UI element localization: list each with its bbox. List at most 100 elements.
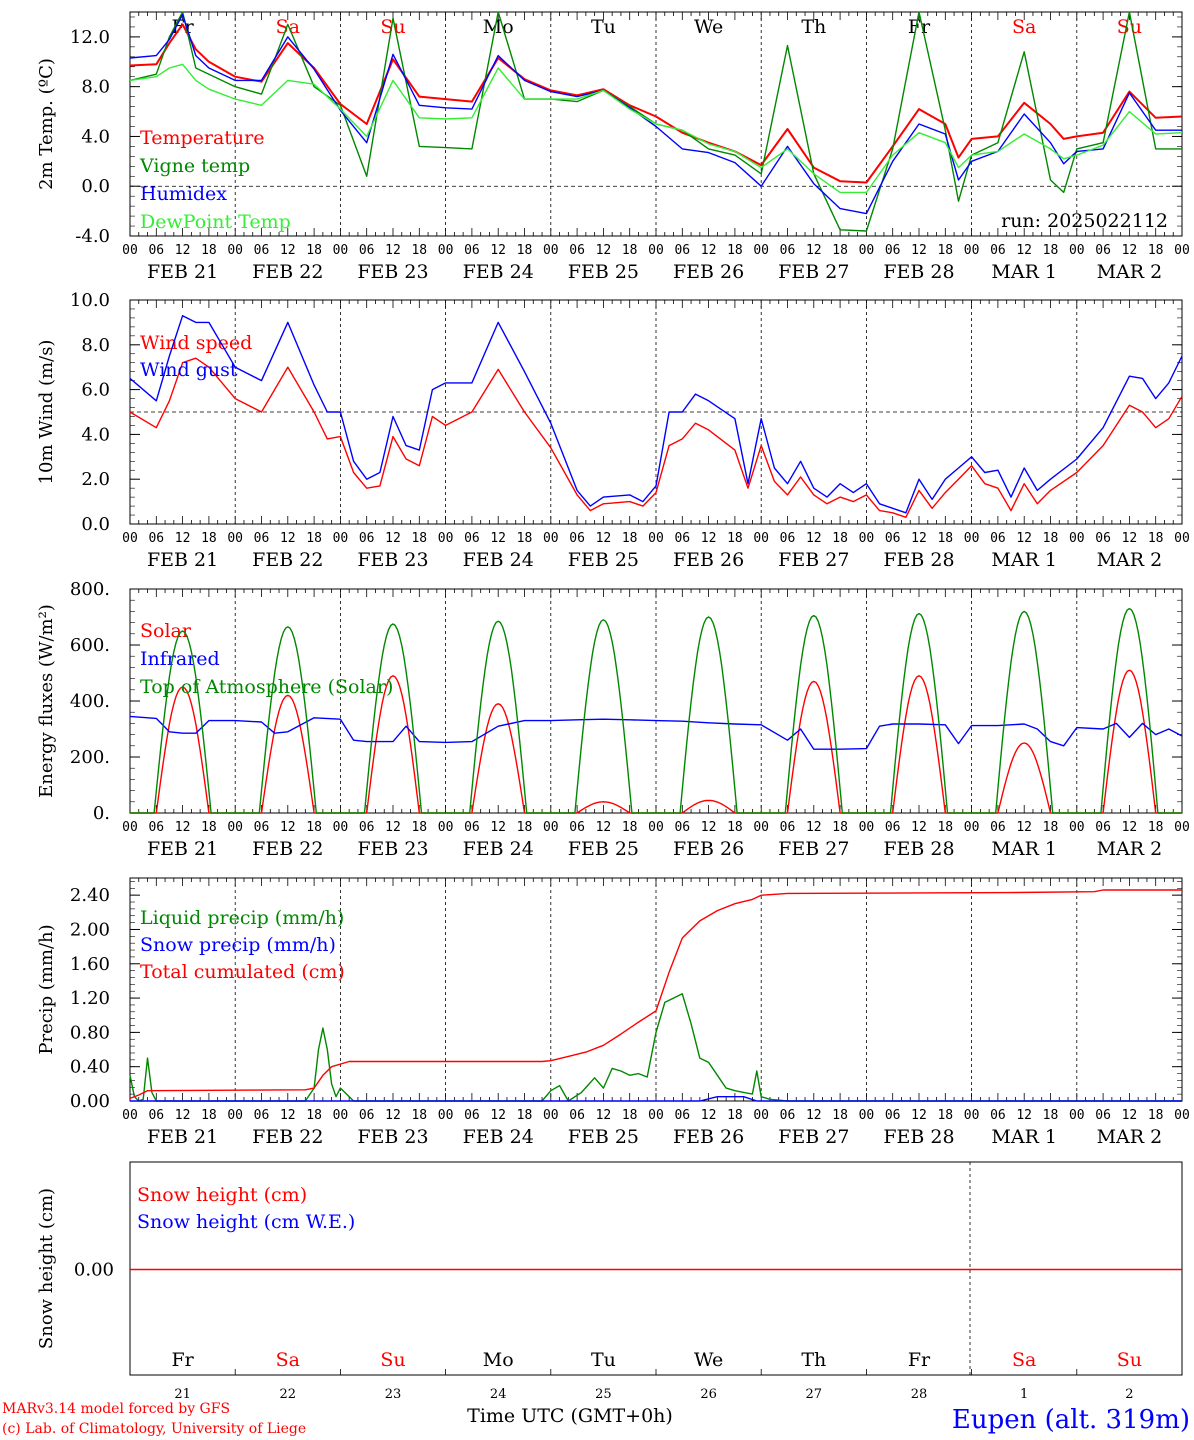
temp-hour-label: 06 [1095,243,1111,258]
energy-hour-label: 00 [964,820,980,835]
temp-hour-label: 06 [569,243,585,258]
precip-hour-label: 18 [201,1108,217,1123]
temp-date-label: FEB 25 [568,261,639,283]
panel-energy: 00 06 12 18 00 06 12 18 00 06 12 18 00 06 12 18 00 06 12 18… [36,579,1190,860]
location-label: Eupen (alt. 319m) [952,1405,1190,1435]
precip-date-label: FEB 21 [147,1126,218,1148]
x-axis-title: Time UTC (GMT+0h) [467,1405,673,1427]
energy-date-label: FEB 24 [463,838,534,860]
precip-hour-label: 00 [753,1108,769,1123]
temp-hour-label: 18 [517,243,533,258]
precip-y-tick-label: 0.80 [70,1022,110,1043]
energy-hour-label: 00 [648,820,664,835]
precip-hour-label: 06 [569,1108,585,1123]
snow-daynum-label: 26 [700,1387,717,1402]
temp-hour-label: 00 [1069,243,1085,258]
snow-daynum-label: 22 [280,1387,297,1402]
precip-hour-label: 18 [727,1108,743,1123]
precip-date-label: FEB 26 [673,1126,744,1148]
wind-legend-0: Wind speed [140,332,252,354]
temp-hour-label: 06 [885,243,901,258]
temp-hour-label: 06 [990,243,1006,258]
precip-series-liquid-precip-mm-h- [129,993,1182,1102]
snow-weekday-label: Sa [276,1349,300,1371]
temp-date-label: FEB 21 [147,261,218,283]
precip-hour-label: 00 [1069,1108,1085,1123]
energy-hour-label: 12 [385,820,401,835]
energy-date-label: FEB 28 [883,838,954,860]
wind-series-wind-speed [129,357,1183,518]
wind-hour-label: 00 [1174,531,1190,546]
wind-hour-label: 12 [596,531,612,546]
snow-daynum-label: 28 [911,1387,928,1402]
energy-hour-label: 06 [990,820,1006,835]
precip-series-snow-precip-mm-h- [130,1096,1182,1102]
temp-hour-label: 00 [333,243,349,258]
precip-hour-label: 00 [122,1108,138,1123]
temp-hour-label: 06 [674,243,690,258]
wind-hour-label: 06 [254,531,270,546]
precip-hour-label: 06 [780,1108,796,1123]
temp-hour-label: 18 [201,243,217,258]
precip-y-tick-label: 2.40 [70,885,110,906]
wind-hour-label: 18 [306,531,322,546]
lab-credit: (c) Lab. of Climatology, University of L… [2,1421,306,1437]
precip-hour-label: 18 [1043,1108,1059,1123]
precip-hour-label: 00 [1174,1108,1190,1123]
temp-weekday-label: Mo [483,16,514,38]
temp-date-label: FEB 26 [673,261,744,283]
temp-series-humidex [129,13,1182,215]
precip-hour-label: 00 [438,1108,454,1123]
precip-hour-label: 12 [280,1108,296,1123]
snow-legend-0: Snow height (cm) [137,1184,307,1206]
snow-y-tick-label: 0.00 [74,1260,114,1281]
snow-weekday-label: Th [801,1349,826,1371]
energy-hour-label: 12 [175,820,191,835]
temp-weekday-label: Su [1117,16,1142,38]
wind-hour-label: 12 [911,531,927,546]
precip-y-tick-label: 0.00 [70,1091,110,1112]
precip-hour-label: 12 [911,1108,927,1123]
wind-date-label: FEB 25 [568,549,639,571]
temp-hour-label: 18 [937,243,953,258]
precip-hour-label: 06 [254,1108,270,1123]
model-credit: MARv3.14 model forced by GFS [2,1401,230,1417]
wind-hour-label: 00 [438,531,454,546]
precip-hour-label: 12 [806,1108,822,1123]
energy-hour-label: 12 [1122,820,1138,835]
temp-hour-label: 00 [648,243,664,258]
energy-hour-label: 00 [438,820,454,835]
wind-hour-label: 18 [832,531,848,546]
energy-hour-label: 18 [517,820,533,835]
temp-series-temperature [129,23,1183,184]
wind-date-label: FEB 27 [778,549,849,571]
wind-hour-label: 12 [175,531,191,546]
energy-hour-label: 12 [490,820,506,835]
wind-y-tick-label: 2.0 [81,469,110,490]
energy-series-top-of-atmosphere-solar- [130,607,1182,814]
temp-date-label: FEB 23 [357,261,428,283]
precip-hour-label: 18 [832,1108,848,1123]
precip-hour-label: 12 [490,1108,506,1123]
temp-date-label: FEB 24 [463,261,534,283]
energy-date-label: FEB 27 [778,838,849,860]
energy-hour-label: 18 [937,820,953,835]
wind-hour-label: 06 [885,531,901,546]
energy-y-tick-label: 0. [93,803,110,824]
precip-hour-label: 12 [385,1108,401,1123]
precip-hour-label: 18 [622,1108,638,1123]
temp-hour-label: 12 [175,243,191,258]
energy-hour-label: 06 [780,820,796,835]
energy-hour-label: 00 [859,820,875,835]
energy-date-label: FEB 26 [673,838,744,860]
wind-hour-label: 06 [990,531,1006,546]
precip-hour-label: 00 [543,1108,559,1123]
wind-legend-1: Wind gust [140,359,238,381]
energy-hour-label: 12 [280,820,296,835]
wind-hour-label: 12 [490,531,506,546]
wind-date-label: FEB 24 [463,549,534,571]
temp-hour-label: 12 [385,243,401,258]
temp-hour-label: 00 [227,243,243,258]
energy-hour-label: 12 [1016,820,1032,835]
